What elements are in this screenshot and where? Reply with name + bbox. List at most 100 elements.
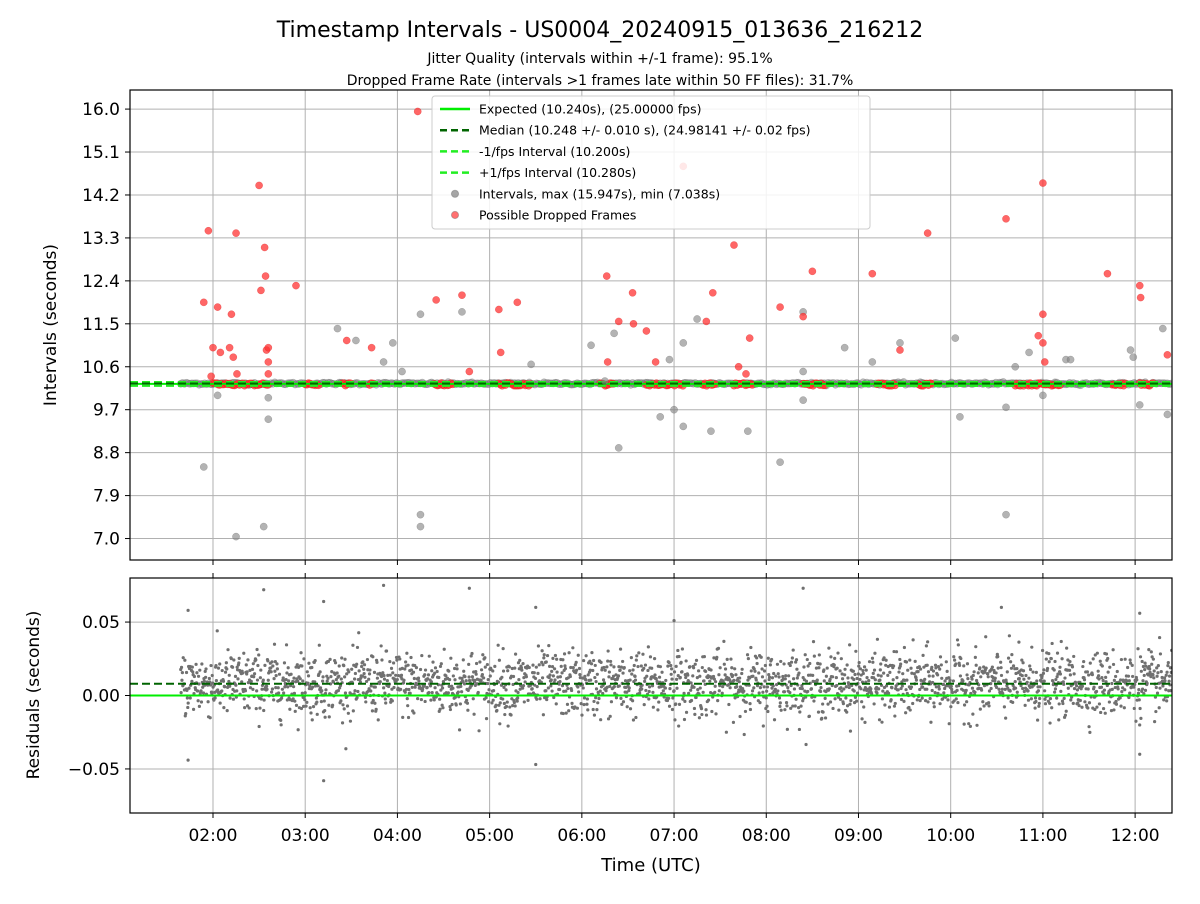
residual-point [451,674,455,678]
residual-point [996,655,1000,659]
residuals-ytick-label: 0.00 [82,687,120,707]
residual-point [526,698,530,702]
residual-point [1100,676,1104,680]
residual-point [399,687,403,691]
residual-point [883,703,887,707]
residual-point [833,697,837,701]
residual-point [464,679,468,683]
residual-point [545,697,549,702]
interval-point [213,391,222,400]
residual-point [277,691,281,695]
residual-point [558,675,563,679]
residual-point [471,697,475,701]
residual-point [1087,725,1091,729]
residual-point [506,724,510,728]
residual-point [398,657,402,661]
residual-point [284,677,288,682]
residual-point [1070,665,1075,669]
residual-point [329,675,333,679]
residual-point [1165,670,1169,674]
residual-point [384,649,389,653]
residual-point [250,667,255,672]
residual-point [606,659,610,663]
residual-point [1140,659,1144,664]
dropped-frame-point [413,107,422,116]
residual-point [861,668,865,673]
residual-point [516,690,520,695]
residual-point [683,699,687,703]
residual-point [1152,676,1156,680]
residual-point [999,605,1004,609]
residual-point [1038,685,1042,689]
residual-point [446,691,450,695]
residual-point [873,678,877,682]
residual-point [920,696,924,700]
residual-point [1072,672,1076,676]
residual-point [518,658,522,662]
residual-point [549,684,553,688]
intervals-ytick-label: 16.0 [82,100,120,120]
residual-point [625,705,629,709]
residual-point [483,656,487,660]
residual-point [505,700,509,704]
residual-point [1053,690,1057,694]
residual-point [943,679,947,683]
residual-point [540,649,544,653]
residual-point [1011,664,1016,668]
residual-point [1061,701,1065,706]
residual-point [1135,678,1139,682]
residual-point [311,685,315,689]
residual-point [1114,702,1119,706]
residual-point [552,667,557,671]
residual-point [1050,641,1054,646]
residual-point [667,696,671,700]
residual-point [1132,706,1136,711]
residual-point [292,676,296,680]
residual-point [326,676,330,680]
dropped-frame-point [808,267,817,276]
residual-point [804,679,809,683]
residual-point [327,715,331,719]
residual-point [1081,664,1085,669]
residual-point [1142,673,1146,678]
residual-point [682,691,686,695]
residual-point [395,658,399,662]
residual-point [1106,656,1110,661]
residual-point [838,697,843,701]
residual-point [521,661,525,666]
residual-point [353,671,358,676]
residual-point [773,687,777,691]
residual-point [984,635,988,639]
residual-point [1083,700,1087,704]
residual-point [983,670,987,674]
chart-subtitle-jitter: Jitter Quality (intervals within +/-1 fr… [426,51,772,67]
residual-point [521,684,526,688]
residual-point [333,661,338,665]
residual-point [396,673,401,678]
residual-point [269,666,273,670]
residual-point [1040,648,1045,653]
residual-point [944,660,948,664]
residual-point [463,675,467,679]
residual-point [293,709,297,713]
residual-point [918,687,922,692]
residual-point [346,711,350,715]
residual-point [585,702,589,706]
residual-point [507,665,511,669]
residual-point [592,713,597,717]
residual-point [779,659,783,664]
residual-point [859,687,863,691]
residual-point [391,671,395,675]
interval-point [458,308,466,316]
residual-point [430,691,434,695]
residual-point [712,656,716,660]
residual-point [392,685,396,690]
residual-point [322,779,326,783]
residual-point [480,672,484,677]
residual-point [474,661,479,666]
residual-point [578,672,582,677]
residual-point [1067,668,1072,672]
dropped-frame-point [742,370,750,378]
residual-point [541,713,545,717]
residual-point [713,690,717,695]
